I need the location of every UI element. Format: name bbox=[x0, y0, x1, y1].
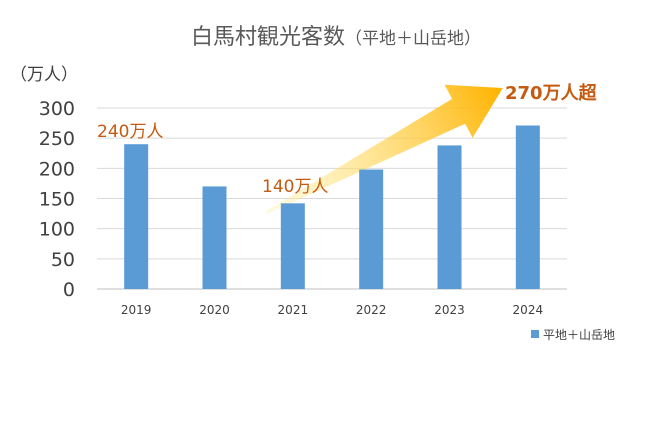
gridlines bbox=[97, 107, 567, 290]
x-tick-label: 2020 bbox=[199, 303, 230, 317]
annotation-label: 140万人 bbox=[262, 177, 328, 197]
bar bbox=[124, 144, 149, 289]
y-tick-label: 300 bbox=[39, 98, 75, 120]
bar bbox=[359, 169, 384, 289]
y-tick-label: 50 bbox=[51, 249, 75, 271]
bar bbox=[515, 125, 540, 289]
bar bbox=[437, 145, 462, 289]
chart-title-group: 白馬村観光客数（平地＋山岳地） bbox=[191, 25, 481, 50]
bars bbox=[124, 125, 540, 289]
y-axis-ticks: 0 50 100 150 200 250 300 bbox=[39, 98, 75, 301]
trend-arrow bbox=[265, 84, 503, 215]
x-tick-label: 2024 bbox=[513, 303, 544, 317]
x-tick-label: 2019 bbox=[121, 303, 152, 317]
bar bbox=[280, 203, 305, 289]
x-tick-label: 2022 bbox=[356, 303, 387, 317]
x-axis-ticks: 2019 2020 2021 2022 2023 2024 bbox=[121, 303, 543, 317]
annotation-label: 240万人 bbox=[97, 122, 163, 142]
legend-swatch bbox=[531, 330, 539, 338]
trend-arrow-layer bbox=[265, 84, 503, 215]
y-axis-unit-label: （万人） bbox=[10, 65, 78, 85]
legend-label: 平地＋山岳地 bbox=[543, 328, 615, 342]
x-tick-label: 2023 bbox=[434, 303, 465, 317]
y-tick-label: 0 bbox=[63, 279, 75, 301]
y-tick-label: 200 bbox=[39, 158, 75, 180]
x-tick-label: 2021 bbox=[278, 303, 309, 317]
legend: 平地＋山岳地 bbox=[531, 328, 615, 342]
y-tick-label: 150 bbox=[39, 189, 75, 211]
chart-title: 白馬村観光客数 bbox=[191, 25, 345, 50]
svg-text:白馬村観光客数（平地＋山岳地）: 白馬村観光客数（平地＋山岳地） bbox=[191, 25, 481, 50]
annotations: 240万人 140万人 270万人超 bbox=[97, 82, 598, 197]
bar bbox=[202, 186, 227, 289]
y-tick-label: 250 bbox=[39, 128, 75, 150]
annotation-label: 270万人超 bbox=[505, 82, 598, 104]
y-tick-label: 100 bbox=[39, 219, 75, 241]
chart-subtitle: （平地＋山岳地） bbox=[345, 29, 481, 49]
